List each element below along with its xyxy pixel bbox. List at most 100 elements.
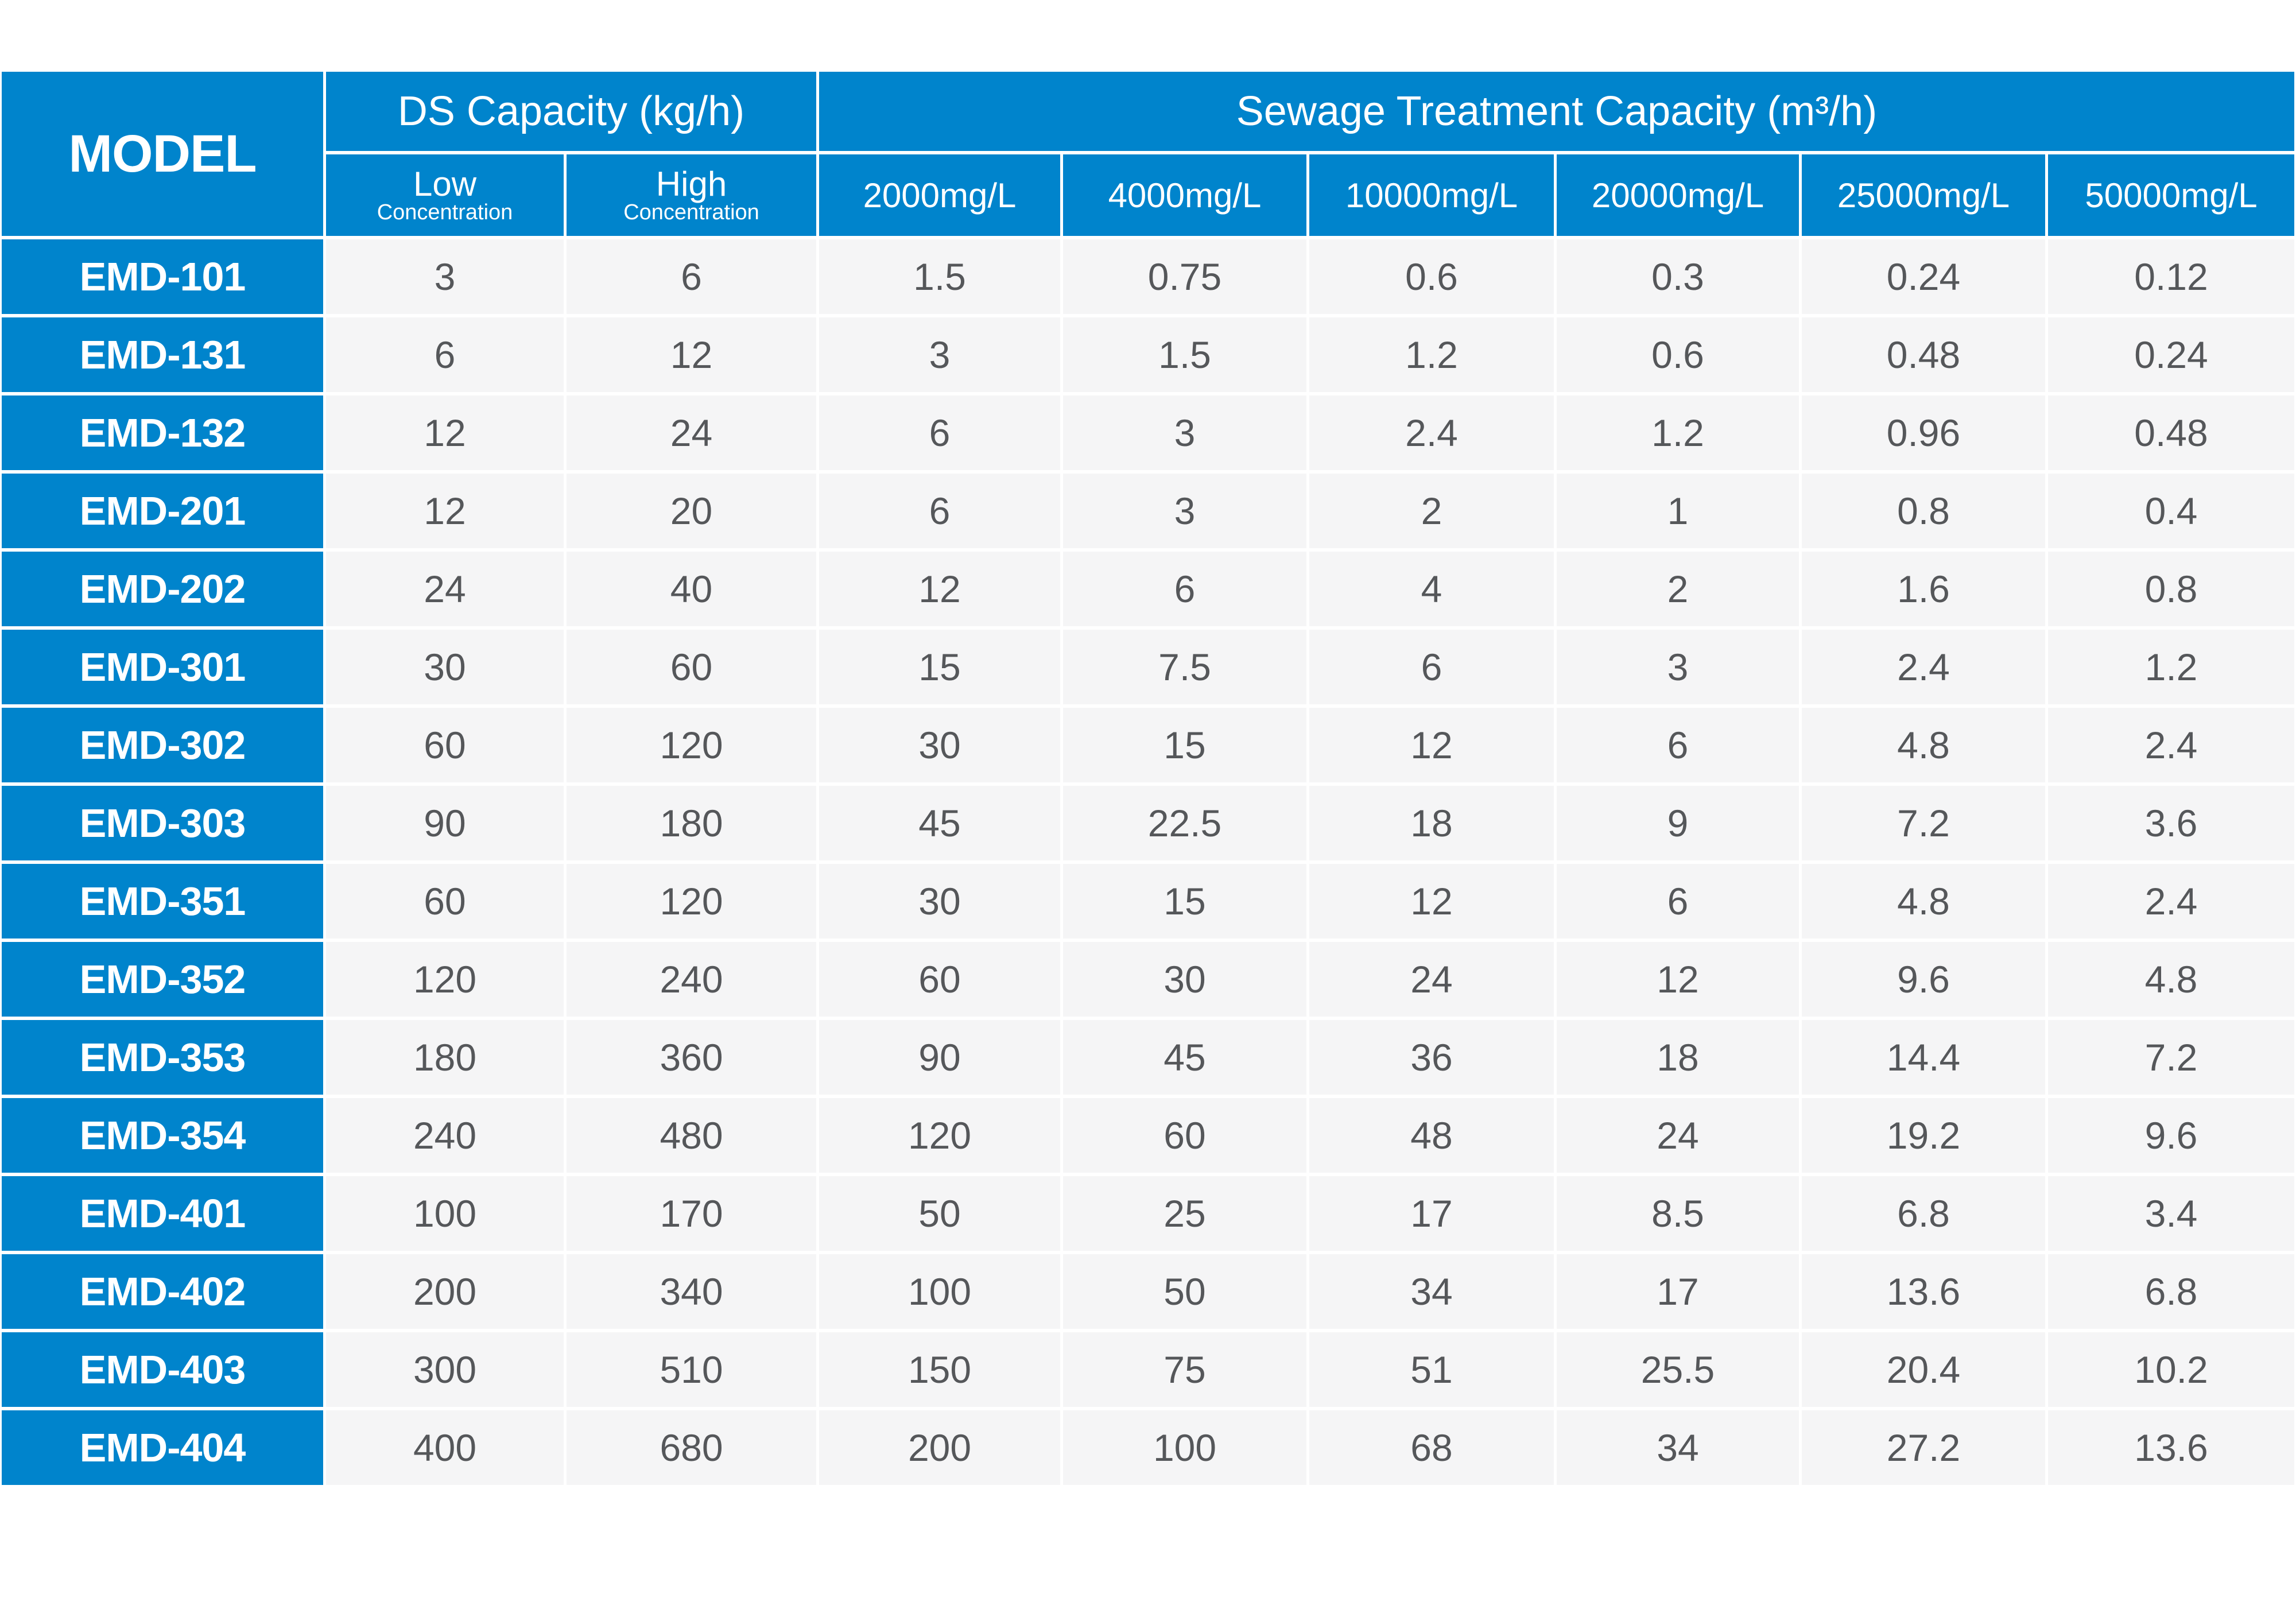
sewage-value-cell: 34 <box>1557 1410 1799 1485</box>
sewage-value-cell: 6.8 <box>2048 1254 2294 1329</box>
ds-low-value-cell: 12 <box>326 395 564 470</box>
ds-high-value-cell: 680 <box>567 1410 816 1485</box>
sewage-value-cell: 15 <box>819 630 1060 704</box>
mg-column-header-10000: 10000mg/L <box>1309 154 1554 236</box>
sewage-value-cell: 17 <box>1557 1254 1799 1329</box>
sewage-value-cell: 12 <box>1309 864 1554 939</box>
sewage-value-cell: 3.4 <box>2048 1176 2294 1251</box>
sewage-value-cell: 19.2 <box>1802 1098 2045 1173</box>
sewage-value-cell: 6 <box>1557 864 1799 939</box>
sewage-value-cell: 0.24 <box>1802 239 2045 314</box>
sewage-value-cell: 9.6 <box>2048 1098 2294 1173</box>
model-cell: EMD-354 <box>2 1098 323 1173</box>
sewage-value-cell: 6 <box>819 474 1060 548</box>
ds-high-value-cell: 480 <box>567 1098 816 1173</box>
sewage-value-cell: 0.75 <box>1063 239 1306 314</box>
ds-high-value-cell: 6 <box>567 239 816 314</box>
sewage-value-cell: 14.4 <box>1802 1020 2045 1095</box>
model-cell: EMD-351 <box>2 864 323 939</box>
ds-high-value-cell: 170 <box>567 1176 816 1251</box>
sewage-value-cell: 6.8 <box>1802 1176 2045 1251</box>
sewage-value-cell: 18 <box>1557 1020 1799 1095</box>
sewage-value-cell: 6 <box>819 395 1060 470</box>
sewage-value-cell: 45 <box>1063 1020 1306 1095</box>
sewage-value-cell: 34 <box>1309 1254 1554 1329</box>
sewage-value-cell: 100 <box>1063 1410 1306 1485</box>
model-cell: EMD-402 <box>2 1254 323 1329</box>
sewage-value-cell: 2.4 <box>1309 395 1554 470</box>
sewage-value-cell: 3 <box>1557 630 1799 704</box>
sewage-value-cell: 3 <box>1063 395 1306 470</box>
model-column-header: MODEL <box>2 72 323 236</box>
model-cell: EMD-131 <box>2 317 323 392</box>
sewage-value-cell: 18 <box>1309 786 1554 860</box>
sewage-value-cell: 0.8 <box>1802 474 2045 548</box>
ds-low-value-cell: 100 <box>326 1176 564 1251</box>
mg-column-header-4000: 4000mg/L <box>1063 154 1306 236</box>
sewage-value-cell: 6 <box>1063 552 1306 626</box>
sewage-value-cell: 1.5 <box>1063 317 1306 392</box>
sewage-value-cell: 30 <box>819 864 1060 939</box>
sewage-value-cell: 1.2 <box>1557 395 1799 470</box>
sewage-value-cell: 24 <box>1557 1098 1799 1173</box>
ds-low-value-cell: 30 <box>326 630 564 704</box>
sewage-value-cell: 2 <box>1557 552 1799 626</box>
model-cell: EMD-201 <box>2 474 323 548</box>
sewage-value-cell: 0.8 <box>2048 552 2294 626</box>
sewage-value-cell: 0.6 <box>1557 317 1799 392</box>
sewage-value-cell: 90 <box>819 1020 1060 1095</box>
ds-high-value-cell: 510 <box>567 1332 816 1407</box>
sewage-value-cell: 2.4 <box>1802 630 2045 704</box>
ds-high-value-cell: 120 <box>567 708 816 782</box>
sewage-value-cell: 3 <box>1063 474 1306 548</box>
ds-low-value-cell: 12 <box>326 474 564 548</box>
ds-low-value-cell: 90 <box>326 786 564 860</box>
ds-low-value-cell: 6 <box>326 317 564 392</box>
sewage-value-cell: 0.4 <box>2048 474 2294 548</box>
sewage-value-cell: 120 <box>819 1098 1060 1173</box>
ds-high-value-cell: 180 <box>567 786 816 860</box>
sewage-value-cell: 3 <box>819 317 1060 392</box>
low-concentration-label: Concentration <box>377 200 513 225</box>
sewage-value-cell: 1.2 <box>2048 630 2294 704</box>
sewage-value-cell: 30 <box>1063 942 1306 1017</box>
sewage-value-cell: 10.2 <box>2048 1332 2294 1407</box>
model-cell: EMD-403 <box>2 1332 323 1407</box>
mg-column-header-20000: 20000mg/L <box>1557 154 1799 236</box>
sewage-value-cell: 13.6 <box>2048 1410 2294 1485</box>
capacity-table: MODEL DS Capacity (kg/h) Sewage Treatmen… <box>2 72 2294 1563</box>
sewage-value-cell: 36 <box>1309 1020 1554 1095</box>
sewage-value-cell: 4.8 <box>1802 708 2045 782</box>
model-cell: EMD-401 <box>2 1176 323 1251</box>
sewage-value-cell: 22.5 <box>1063 786 1306 860</box>
sewage-value-cell: 200 <box>819 1410 1060 1485</box>
sewage-value-cell: 2.4 <box>2048 708 2294 782</box>
sewage-value-cell: 4.8 <box>1802 864 2045 939</box>
ds-low-value-cell: 200 <box>326 1254 564 1329</box>
ds-low-value-cell: 3 <box>326 239 564 314</box>
sewage-value-cell: 60 <box>1063 1098 1306 1173</box>
sewage-value-cell: 1 <box>1557 474 1799 548</box>
sewage-value-cell: 12 <box>1557 942 1799 1017</box>
mg-column-header-50000: 50000mg/L <box>2048 154 2294 236</box>
ds-capacity-group-header: DS Capacity (kg/h) <box>326 72 816 151</box>
model-cell: EMD-404 <box>2 1410 323 1485</box>
sewage-value-cell: 27.2 <box>1802 1410 2045 1485</box>
mg-column-header-25000: 25000mg/L <box>1802 154 2045 236</box>
sewage-value-cell: 7.2 <box>1802 786 2045 860</box>
model-cell: EMD-352 <box>2 942 323 1017</box>
ds-low-value-cell: 24 <box>326 552 564 626</box>
model-cell: EMD-302 <box>2 708 323 782</box>
sewage-value-cell: 25 <box>1063 1176 1306 1251</box>
sewage-value-cell: 75 <box>1063 1332 1306 1407</box>
high-concentration-header: High Concentration <box>567 154 816 236</box>
model-cell: EMD-301 <box>2 630 323 704</box>
sewage-value-cell: 15 <box>1063 864 1306 939</box>
sewage-value-cell: 4 <box>1309 552 1554 626</box>
sewage-value-cell: 3.6 <box>2048 786 2294 860</box>
sewage-value-cell: 2.4 <box>2048 864 2294 939</box>
ds-high-value-cell: 340 <box>567 1254 816 1329</box>
sewage-value-cell: 0.48 <box>2048 395 2294 470</box>
ds-low-value-cell: 180 <box>326 1020 564 1095</box>
sewage-value-cell: 13.6 <box>1802 1254 2045 1329</box>
